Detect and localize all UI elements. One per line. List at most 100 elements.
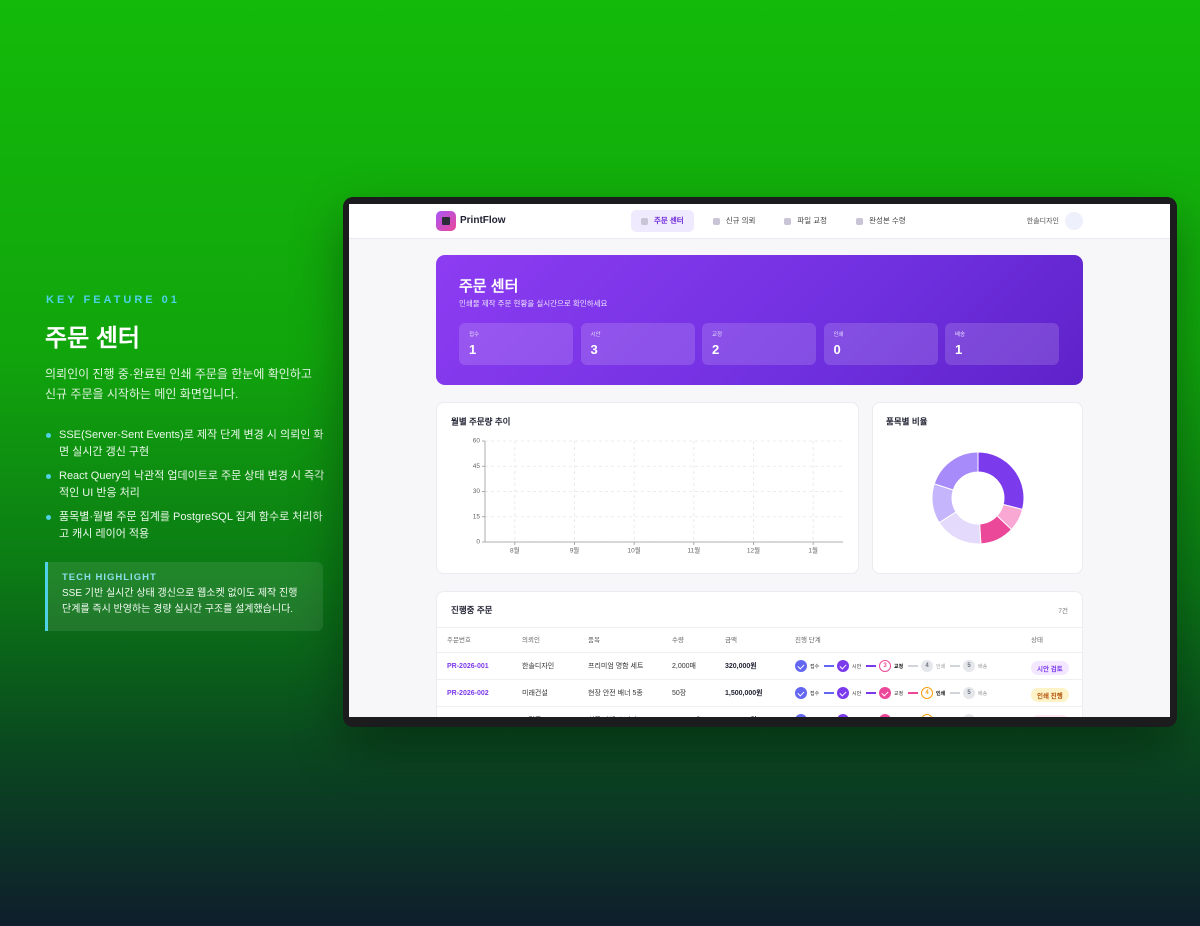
pie-slice bbox=[977, 451, 1025, 511]
step-circle bbox=[795, 714, 807, 717]
tab-label[interactable]: 파일 교정 bbox=[797, 216, 828, 225]
step-circle bbox=[795, 687, 807, 699]
stat-value: 1 bbox=[955, 342, 963, 357]
nav-tab[interactable]: 완성본 수령 bbox=[846, 210, 916, 232]
orders-title: 진행중 주문 bbox=[451, 605, 493, 615]
chart-title: 월별 주문량 추이 bbox=[451, 416, 510, 426]
step-circle: 4 bbox=[921, 714, 933, 717]
x-tick-label: 11월 bbox=[687, 546, 700, 555]
tab-label[interactable]: 주문 센터 bbox=[654, 216, 684, 225]
nav-tab[interactable]: 신규 의뢰 bbox=[703, 210, 766, 232]
stat-value: 0 bbox=[833, 342, 841, 357]
tab-label[interactable]: 완성본 수령 bbox=[869, 216, 906, 225]
bullet: React Query의 낙관적 업데이트로 주문 상태 변경 시 즉각적인 U… bbox=[45, 468, 330, 501]
bullet-list: SSE(Server-Sent Events)로 제작 단계 변경 시 의뢰인 … bbox=[45, 427, 330, 550]
step-circle: 4 bbox=[921, 660, 933, 672]
hero-card: 주문 센터 인쇄물 제작 주문 현황을 실시간으로 확인하세요 접수 1 시안 3 교정… bbox=[436, 255, 1083, 385]
cell-client: 미래건설 bbox=[522, 690, 548, 697]
progress-steps: 접수 시안 교정 4인쇄 5배송 bbox=[795, 714, 991, 717]
column-header: 진행 단계 bbox=[795, 637, 821, 644]
step-label: 접수 bbox=[810, 663, 820, 670]
cell-item: 현장 안전 배너 5종 bbox=[588, 690, 643, 697]
step-label: 인쇄 bbox=[936, 717, 949, 718]
brand[interactable]: PrintFlow bbox=[460, 215, 506, 226]
order-row[interactable]: PR-2026-003 그린푸드 식품 라벨 스티커 10,000매 480,000원접… bbox=[437, 707, 1082, 717]
step-circle bbox=[879, 687, 891, 699]
stat-label: 교정 bbox=[712, 332, 723, 338]
tab-label[interactable]: 신규 의뢰 bbox=[725, 216, 756, 225]
y-tick-label: 45 bbox=[473, 463, 481, 470]
cell-item: 프리미엄 명함 세트 bbox=[588, 663, 644, 670]
y-tick-label: 60 bbox=[473, 438, 481, 445]
highlight-text: SSE 기반 실시간 상태 갱신으로 웹소켓 없이도 제작 진행 단계를 즉시 … bbox=[62, 588, 298, 615]
feature-description: 의뢰인이 진행 중·완료된 인쇄 주문을 한눈에 확인하고 신규 주문을 시작하… bbox=[45, 367, 312, 401]
nav-tab[interactable]: 파일 교정 bbox=[774, 210, 837, 232]
step-label: 접수 bbox=[810, 690, 820, 697]
column-header: 금액 bbox=[725, 637, 737, 644]
order-row[interactable]: PR-2026-001 한솔디자인 프리미엄 명함 세트 2,000매 320,000원… bbox=[437, 653, 1082, 680]
tech-highlight: TECH HIGHLIGHT SSE 기반 실시간 상태 갱신으로 웹소켓 없이… bbox=[45, 562, 323, 631]
highlight-title: TECH HIGHLIGHT bbox=[62, 572, 157, 583]
stat-label: 접수 bbox=[469, 332, 480, 338]
step-label: 인쇄 bbox=[936, 690, 946, 697]
cell-item: 식품 라벨 스티커 bbox=[588, 707, 637, 717]
step-label: 시안 bbox=[852, 663, 862, 670]
stat-card: 접수 1 bbox=[459, 323, 573, 365]
order-row[interactable]: PR-2026-002 미래건설 현장 안전 배너 5종 50장 1,500,000원 접… bbox=[437, 680, 1082, 707]
status-badge: 교정 완료 bbox=[1031, 715, 1069, 717]
step-connector bbox=[866, 665, 876, 667]
bullet: SSE(Server-Sent Events)로 제작 단계 변경 시 의뢰인 … bbox=[45, 427, 330, 460]
orders-card: 진행중 주문 7건 주문번호 의뢰인 품목 수량 금액 진행 단계 상태 PR-2026-00… bbox=[436, 591, 1083, 717]
stat-value: 2 bbox=[712, 342, 720, 357]
user-menu[interactable]: 한솔디자인 bbox=[1027, 212, 1083, 230]
stat-value: 3 bbox=[590, 342, 598, 357]
step-connector bbox=[950, 692, 960, 694]
cell-amount: 480,000원 bbox=[725, 707, 757, 717]
step-circle: 5 bbox=[963, 714, 975, 717]
table-header: 주문번호 의뢰인 품목 수량 금액 진행 단계 상태 bbox=[437, 627, 1082, 653]
step-connector bbox=[950, 665, 960, 667]
column-header: 의뢰인 bbox=[522, 637, 540, 644]
hero-title: 주문 센터 bbox=[459, 278, 519, 295]
x-tick-label: 1월 bbox=[808, 546, 818, 555]
x-tick-label: 10월 bbox=[628, 546, 641, 555]
step-label: 배송 bbox=[978, 663, 988, 670]
stat-card: 배송 1 bbox=[945, 323, 1059, 365]
avatar[interactable] bbox=[1065, 212, 1083, 230]
step-circle: 5 bbox=[963, 687, 975, 699]
logo[interactable] bbox=[436, 211, 456, 231]
chart-title: 품목별 비율 bbox=[886, 416, 928, 426]
step-circle: 4 bbox=[921, 687, 933, 699]
cell-id[interactable]: PR-2026-003 bbox=[447, 707, 489, 717]
column-header: 상태 bbox=[1031, 637, 1043, 644]
y-tick-label: 0 bbox=[476, 539, 480, 546]
cell-client: 한솔디자인 bbox=[522, 663, 555, 670]
step-label: 배송 bbox=[978, 717, 991, 718]
step-connector bbox=[908, 692, 918, 694]
step-label: 배송 bbox=[978, 690, 988, 697]
cell-id[interactable]: PR-2026-001 bbox=[447, 663, 489, 670]
stat-value: 1 bbox=[469, 342, 477, 357]
pie-chart-card: 품목별 비율 bbox=[872, 402, 1083, 574]
user-name[interactable]: 한솔디자인 bbox=[1026, 218, 1059, 225]
step-label: 인쇄 bbox=[936, 663, 946, 670]
nav-tab[interactable]: 주문 센터 bbox=[631, 210, 694, 232]
step-circle bbox=[837, 714, 849, 717]
step-connector bbox=[824, 692, 834, 694]
line-chart: 월별 주문량 추이 0 15 30 45 60 8월 9월 10월 11월 12월 1월 bbox=[451, 416, 843, 555]
cell-id[interactable]: PR-2026-002 bbox=[447, 690, 489, 697]
x-tick-label: 12월 bbox=[747, 546, 760, 555]
line-chart-card: 월별 주문량 추이 0 15 30 45 60 8월 9월 10월 11월 12월 1월 bbox=[436, 402, 859, 574]
x-tick-label: 9월 bbox=[570, 546, 580, 555]
column-header: 품목 bbox=[588, 637, 600, 644]
tab-icon bbox=[712, 217, 720, 225]
cell-client: 그린푸드 bbox=[522, 707, 548, 717]
stats: 접수 1 시안 3 교정 2 인쇄 0 배송 1 bbox=[459, 323, 1059, 365]
step-label: 교정 bbox=[894, 690, 904, 697]
status-badge: 인쇄 진행 bbox=[1031, 688, 1069, 702]
progress-steps: 접수 시안 3 교정 4 인쇄 5 배송 bbox=[795, 660, 991, 672]
app-screen: PrintFlow 주문 센터 신규 의뢰 파일 교정 완성본 수령 한솔디자인 주문… bbox=[349, 204, 1170, 717]
bullet: 품목별·월별 주문 집계를 PostgreSQL 집계 함수로 처리하고 캐시 … bbox=[45, 509, 330, 542]
step-label: 시안 bbox=[852, 717, 865, 718]
